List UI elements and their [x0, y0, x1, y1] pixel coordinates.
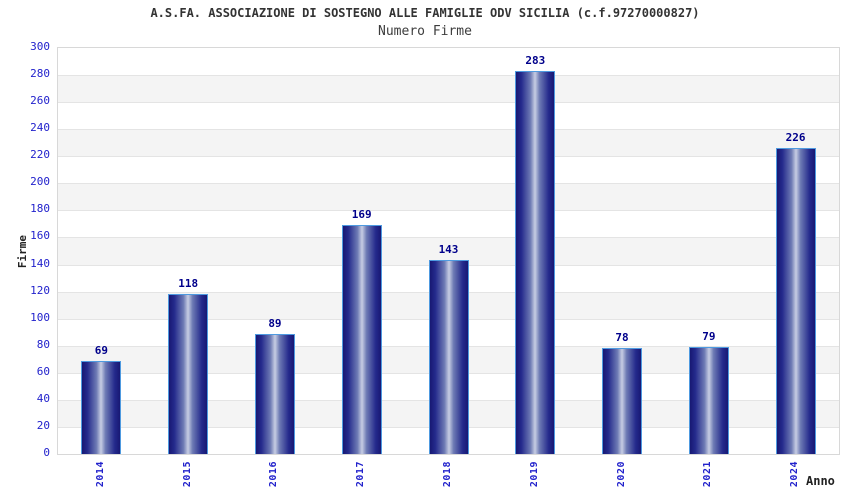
- y-tick-label: 220: [30, 148, 50, 162]
- chart-subtitle: Numero Firme: [378, 24, 472, 39]
- y-axis-ticks: 0 20 40 60 80 100 120 140 160 180 200 220 240 260 280 3…: [0, 41, 50, 459]
- bar-value-label: 169: [351, 208, 372, 222]
- bar-value-label: 79: [702, 330, 716, 344]
- bar-value-label: 143: [438, 243, 459, 257]
- x-tick-label: 2014: [94, 461, 106, 488]
- y-tick-label: 280: [30, 67, 50, 81]
- x-axis-title: Anno: [806, 474, 835, 488]
- gridline: [58, 75, 839, 77]
- bar: [688, 347, 729, 454]
- x-tick-label: 2024: [789, 461, 801, 488]
- band: [58, 210, 839, 238]
- y-tick-label: 180: [30, 202, 50, 216]
- y-tick-label: 20: [36, 418, 50, 432]
- y-tick-label: 260: [30, 94, 50, 108]
- y-tick-label: 100: [30, 310, 50, 324]
- y-tick-label: 40: [36, 391, 50, 405]
- bar: [81, 360, 122, 454]
- band: [58, 75, 839, 103]
- bar-value-label: 283: [525, 54, 546, 67]
- bar: [602, 348, 643, 454]
- bar: [168, 294, 209, 454]
- x-tick-label: 2017: [355, 461, 367, 488]
- bar: [341, 225, 382, 454]
- y-axis-title: Firme: [14, 222, 30, 282]
- x-tick-label: 2020: [615, 461, 627, 488]
- bar-value-label: 118: [178, 277, 199, 291]
- gridline: [58, 156, 839, 158]
- x-tick-label: 2018: [442, 461, 453, 488]
- band: [58, 156, 839, 184]
- band: [58, 102, 839, 130]
- gridline: [58, 102, 839, 104]
- bar-value-label: 78: [615, 331, 629, 345]
- bar: [775, 148, 816, 454]
- y-tick-label: 80: [36, 337, 50, 351]
- y-tick-label: 60: [36, 364, 50, 378]
- gridline: [58, 129, 839, 131]
- y-axis-title-label: Firme: [15, 235, 29, 269]
- y-tick-label: 240: [30, 121, 50, 135]
- x-tick-label: 2021: [702, 461, 714, 488]
- y-tick-label: 160: [30, 229, 50, 243]
- band: [58, 129, 839, 157]
- x-tick-label: 2015: [181, 461, 193, 488]
- bar-value-label: 89: [268, 316, 282, 330]
- y-tick-label: 120: [30, 283, 50, 297]
- bar-value-label: 226: [785, 131, 806, 145]
- bar: [254, 333, 295, 454]
- gridline: [58, 210, 839, 212]
- y-tick-label: 140: [30, 256, 50, 270]
- bar-value-label: 69: [94, 343, 108, 357]
- x-tick-label: 2016: [268, 461, 280, 488]
- y-tick-label: 300: [30, 40, 50, 53]
- bar: [515, 71, 556, 454]
- band: [58, 237, 839, 265]
- x-axis-labels: 2014 2015 2016 2017 2018 2019 2020 2021 2024: [57, 461, 840, 500]
- chart-title: A.S.FA. ASSOCIAZIONE DI SOSTEGNO ALLE FA…: [150, 6, 700, 20]
- band: [58, 183, 839, 211]
- y-tick-label: 0: [43, 446, 50, 459]
- band: [58, 48, 839, 76]
- gridline: [58, 237, 839, 239]
- gridline: [58, 183, 839, 185]
- x-tick-label: 2019: [528, 461, 540, 488]
- plot-area: 69 118 89 169 143 283 78 79 226: [57, 47, 840, 455]
- y-tick-label: 200: [30, 175, 50, 189]
- bar: [428, 260, 469, 454]
